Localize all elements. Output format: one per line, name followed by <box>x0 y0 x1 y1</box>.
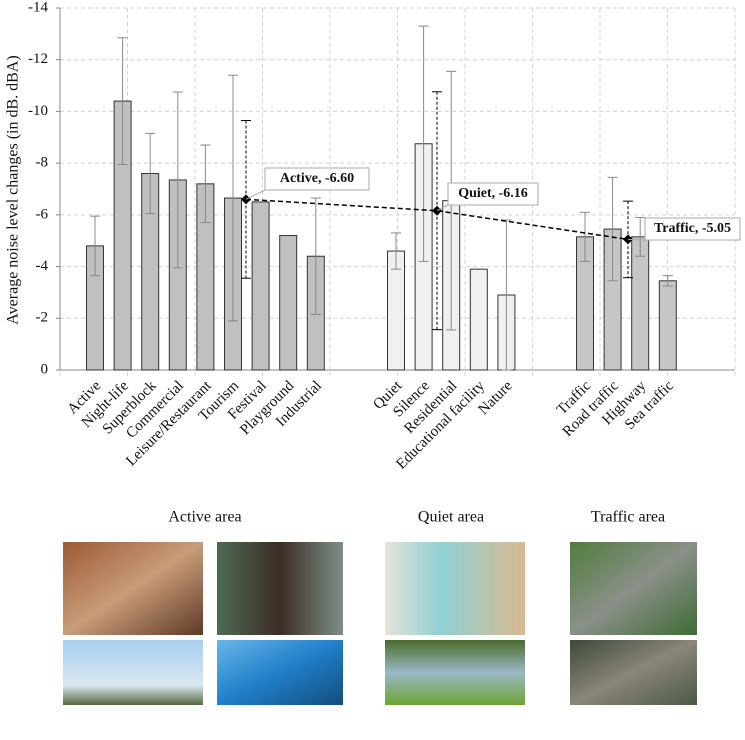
bar <box>279 235 298 371</box>
y-tick-label: -6 <box>36 206 49 222</box>
y-tick-label: -4 <box>36 258 49 274</box>
plot: 0-2-4-6-8-10-12-14ActiveNight-lifeSuperb… <box>28 0 741 473</box>
label-box <box>264 167 370 191</box>
group-title: Traffic area <box>591 509 665 526</box>
leader <box>436 204 449 212</box>
bar <box>469 268 488 371</box>
y-tick-label: -10 <box>28 103 48 119</box>
label-box <box>644 217 741 241</box>
leader <box>245 189 266 200</box>
y-tick-label: -14 <box>28 0 48 15</box>
bar <box>251 201 270 371</box>
mean-label: Quiet, -6.16 <box>458 186 528 201</box>
y-axis-title: Average noise level changes (in dB. dBA) <box>5 55 22 324</box>
leader <box>627 238 646 241</box>
photo <box>63 640 203 705</box>
photo <box>385 640 525 705</box>
photo <box>217 640 343 705</box>
photo <box>385 542 525 635</box>
photo <box>63 542 203 635</box>
mean-line <box>245 198 629 241</box>
mean-label: Active, -6.60 <box>280 171 354 186</box>
photo <box>570 640 697 705</box>
photo <box>217 542 343 635</box>
y-tick-label: 0 <box>41 361 49 377</box>
mean-label: Traffic, -5.05 <box>654 221 731 236</box>
y-tick-label: -8 <box>36 155 49 171</box>
y-tick-label: -12 <box>28 51 48 67</box>
bar <box>631 236 650 371</box>
bar <box>658 280 677 371</box>
group-title: Active area <box>168 509 241 526</box>
photo <box>570 542 697 635</box>
group-title: Quiet area <box>418 509 484 526</box>
label-box <box>447 182 539 206</box>
y-tick-label: -2 <box>36 310 49 326</box>
